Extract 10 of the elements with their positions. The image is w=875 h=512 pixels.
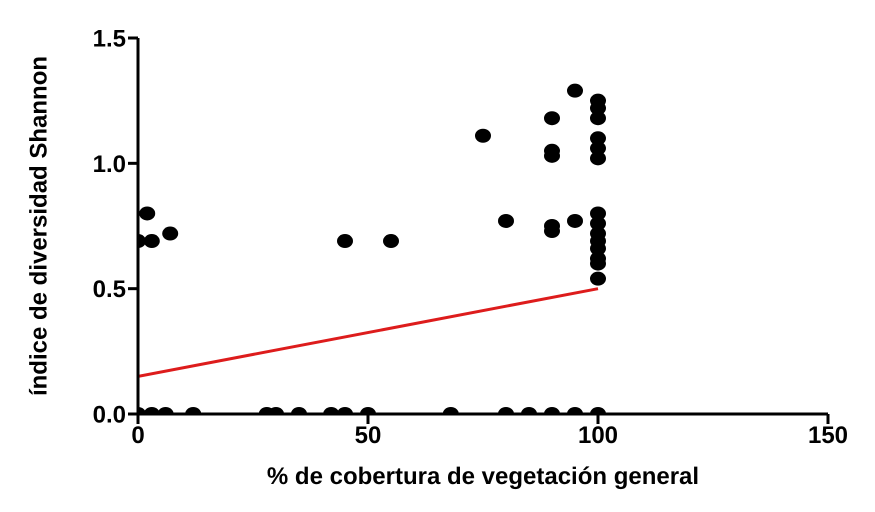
y-tick-label: 1.5 [92, 26, 126, 53]
x-tick-label: 50 [354, 422, 382, 450]
y-tick-label: 0.0 [92, 402, 126, 429]
y-axis-title: índice de diversidad Shannon [26, 56, 53, 396]
y-tick-label: 0.5 [92, 276, 126, 304]
x-tick-label: 0 [131, 422, 145, 450]
x-tick-label: 150 [808, 422, 848, 450]
x-axis-title: % de cobertura de vegetación general [266, 463, 700, 490]
x-tick-label: 100 [578, 422, 618, 450]
y-tick-label: 1.0 [92, 150, 126, 178]
